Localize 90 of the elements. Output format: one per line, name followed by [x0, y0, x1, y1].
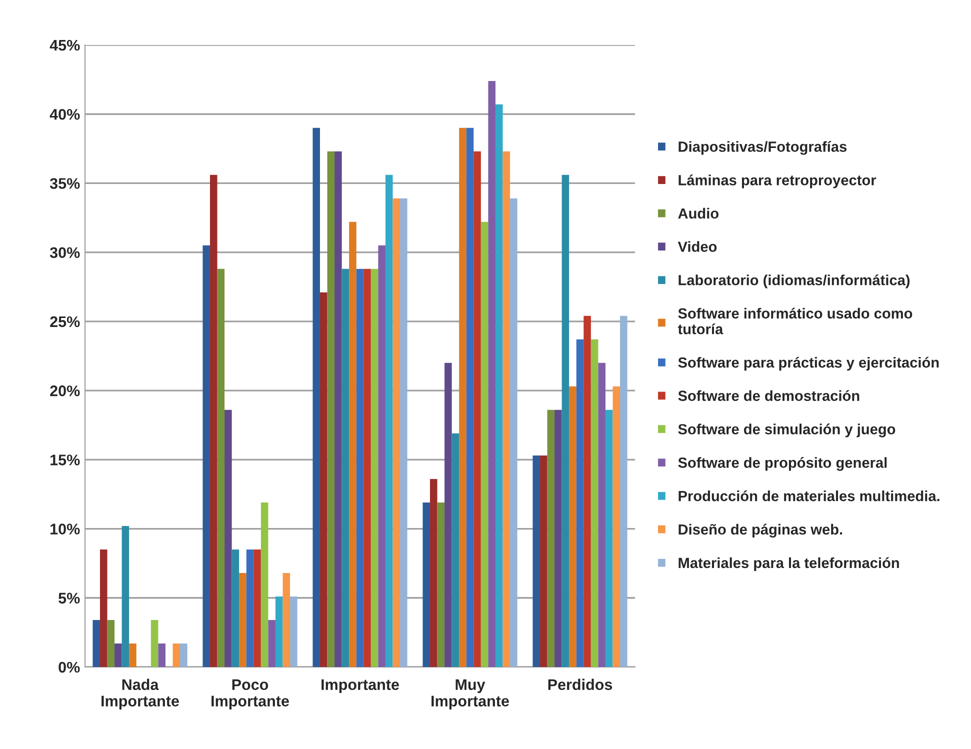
bar [444, 362, 452, 667]
bar [480, 222, 488, 667]
x-tick-label: Muy Importante [432, 679, 509, 710]
x-tick-label: Perdidos [548, 678, 612, 690]
bar [114, 644, 122, 667]
bar [612, 386, 620, 667]
bar [510, 198, 518, 667]
bar [254, 550, 261, 667]
bar [422, 502, 430, 667]
legend-label: Materiales para la teleformación [678, 557, 899, 571]
legend-label: Láminas para retroproyector [678, 174, 876, 188]
bar [547, 410, 555, 667]
bar [232, 550, 240, 667]
bar [217, 268, 225, 667]
bar [459, 128, 466, 667]
bar [356, 268, 364, 667]
y-tick-label: 40% [50, 108, 80, 120]
bar [290, 596, 298, 667]
legend-label: Audio [678, 208, 718, 219]
bar [430, 479, 438, 667]
legend-label: Software de simulación y juego [678, 424, 896, 438]
bar [180, 644, 188, 667]
legend-label: Laboratorio (idiomas/informática) [678, 274, 910, 288]
bar [275, 596, 283, 667]
bar [598, 362, 606, 667]
y-tick-label: 15% [50, 454, 80, 466]
bar [554, 410, 562, 667]
legend-label: Video [678, 241, 717, 252]
bar [605, 410, 613, 667]
bar [122, 526, 130, 667]
bar [268, 620, 276, 667]
y-tick-label: 25% [50, 316, 80, 328]
bar [540, 456, 548, 667]
y-tick-label: 45% [50, 40, 80, 51]
bar [466, 128, 474, 667]
legend-label: Software de demostración [678, 390, 860, 401]
bar [349, 222, 356, 667]
x-tick-label: Nada Importante [102, 678, 179, 710]
bar [378, 245, 386, 667]
bar [364, 268, 371, 667]
bar [172, 644, 180, 667]
legend-label: Diapositivas/Fotografías [678, 141, 847, 155]
y-tick-label: 5% [58, 592, 80, 604]
legend-label: Software para prácticas y ejercitación [678, 356, 939, 371]
bar [129, 644, 136, 667]
bar [239, 573, 246, 667]
bar [474, 151, 481, 667]
bar [246, 550, 254, 667]
bar [150, 620, 158, 667]
bar [158, 644, 166, 667]
y-tick-label: 20% [50, 385, 80, 396]
x-tick-label: Poco Importante [212, 679, 289, 710]
bar [392, 198, 400, 667]
bar [437, 502, 445, 667]
bar [385, 174, 393, 667]
bar [224, 410, 232, 667]
y-tick-label: 0% [58, 662, 80, 673]
bar [202, 245, 210, 667]
bar [400, 198, 408, 667]
bar [342, 268, 350, 667]
bar [334, 151, 342, 667]
bar [590, 339, 598, 667]
bar [452, 433, 460, 667]
y-tick-label: 35% [50, 178, 80, 189]
bar [327, 151, 335, 667]
bar [92, 620, 100, 667]
bar [260, 502, 268, 667]
bar [210, 174, 218, 667]
bar [282, 573, 290, 667]
x-tick-label: Importante [322, 679, 399, 694]
bar [320, 292, 328, 667]
bar [584, 316, 591, 667]
y-tick-label: 10% [50, 524, 80, 534]
bar [495, 104, 503, 667]
bar [532, 456, 540, 667]
bar [107, 620, 115, 667]
bar [576, 339, 584, 667]
bar [620, 316, 628, 667]
legend-label: Software de propósito general [678, 457, 887, 471]
bar [488, 80, 496, 667]
bar [502, 151, 510, 667]
y-tick-label: 30% [50, 247, 80, 258]
legend-label: Producción de materiales multimedia. [678, 490, 940, 502]
legend-label: Software informático usado como tutoría [678, 308, 912, 334]
legend-label: Diseño de páginas web. [678, 524, 842, 538]
bar [312, 128, 320, 667]
bar [370, 268, 378, 667]
bar [569, 386, 576, 667]
bar [100, 550, 108, 667]
bar [562, 174, 570, 667]
